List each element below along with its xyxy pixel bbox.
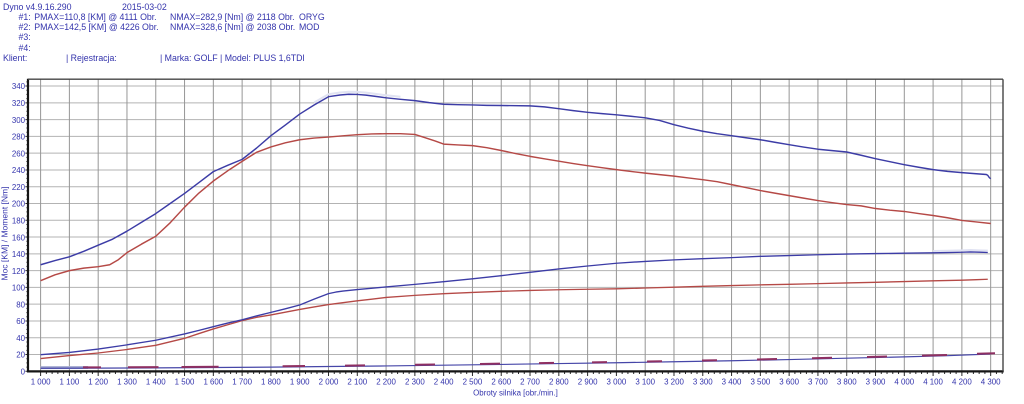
svg-text:1 100: 1 100 bbox=[60, 377, 80, 386]
svg-text:2 600: 2 600 bbox=[491, 377, 511, 386]
svg-text:260: 260 bbox=[12, 149, 26, 158]
svg-text:4 100: 4 100 bbox=[923, 377, 943, 386]
svg-text:3 100: 3 100 bbox=[635, 377, 655, 386]
svg-text:2 300: 2 300 bbox=[405, 377, 425, 386]
svg-text:1 500: 1 500 bbox=[175, 377, 195, 386]
svg-text:300: 300 bbox=[12, 116, 26, 125]
svg-text:4 200: 4 200 bbox=[952, 377, 972, 386]
svg-text:2 900: 2 900 bbox=[578, 377, 598, 386]
svg-text:200: 200 bbox=[12, 200, 26, 209]
svg-text:3 200: 3 200 bbox=[664, 377, 684, 386]
svg-text:1 600: 1 600 bbox=[203, 377, 223, 386]
svg-text:40: 40 bbox=[16, 334, 25, 343]
svg-text:2 400: 2 400 bbox=[434, 377, 454, 386]
svg-text:Obroty silnika [obr./min.]: Obroty silnika [obr./min.] bbox=[473, 388, 558, 397]
svg-text:100: 100 bbox=[12, 284, 26, 293]
svg-text:4 000: 4 000 bbox=[894, 377, 914, 386]
svg-text:1 900: 1 900 bbox=[290, 377, 310, 386]
svg-text:3 300: 3 300 bbox=[693, 377, 713, 386]
svg-text:0: 0 bbox=[21, 368, 26, 377]
svg-text:2 500: 2 500 bbox=[463, 377, 483, 386]
svg-text:3 700: 3 700 bbox=[808, 377, 828, 386]
svg-text:2 700: 2 700 bbox=[520, 377, 540, 386]
svg-text:1 300: 1 300 bbox=[117, 377, 137, 386]
svg-text:160: 160 bbox=[12, 233, 26, 242]
svg-text:3 600: 3 600 bbox=[779, 377, 799, 386]
svg-text:3 800: 3 800 bbox=[837, 377, 857, 386]
svg-text:340: 340 bbox=[12, 82, 26, 91]
svg-text:320: 320 bbox=[12, 99, 26, 108]
svg-text:1 800: 1 800 bbox=[261, 377, 281, 386]
svg-text:80: 80 bbox=[16, 300, 25, 309]
svg-text:60: 60 bbox=[16, 317, 25, 326]
svg-text:240: 240 bbox=[12, 166, 26, 175]
svg-text:20: 20 bbox=[16, 351, 25, 360]
svg-text:3 000: 3 000 bbox=[607, 377, 627, 386]
svg-text:3 500: 3 500 bbox=[750, 377, 770, 386]
svg-text:2 000: 2 000 bbox=[319, 377, 339, 386]
svg-text:140: 140 bbox=[12, 250, 26, 259]
svg-text:Moc [KM] / Moment [Nm]: Moc [KM] / Moment [Nm] bbox=[0, 187, 10, 281]
svg-text:3 400: 3 400 bbox=[722, 377, 742, 386]
svg-text:1 000: 1 000 bbox=[31, 377, 51, 386]
svg-text:1 200: 1 200 bbox=[88, 377, 108, 386]
svg-text:1 400: 1 400 bbox=[146, 377, 166, 386]
svg-text:3 900: 3 900 bbox=[866, 377, 886, 386]
svg-text:2 200: 2 200 bbox=[376, 377, 396, 386]
svg-text:2 100: 2 100 bbox=[347, 377, 367, 386]
svg-text:1 700: 1 700 bbox=[232, 377, 252, 386]
svg-text:180: 180 bbox=[12, 216, 26, 225]
svg-text:2 800: 2 800 bbox=[549, 377, 569, 386]
svg-text:280: 280 bbox=[12, 133, 26, 142]
svg-text:4 300: 4 300 bbox=[981, 377, 1001, 386]
svg-text:120: 120 bbox=[12, 267, 26, 276]
svg-text:220: 220 bbox=[12, 183, 26, 192]
